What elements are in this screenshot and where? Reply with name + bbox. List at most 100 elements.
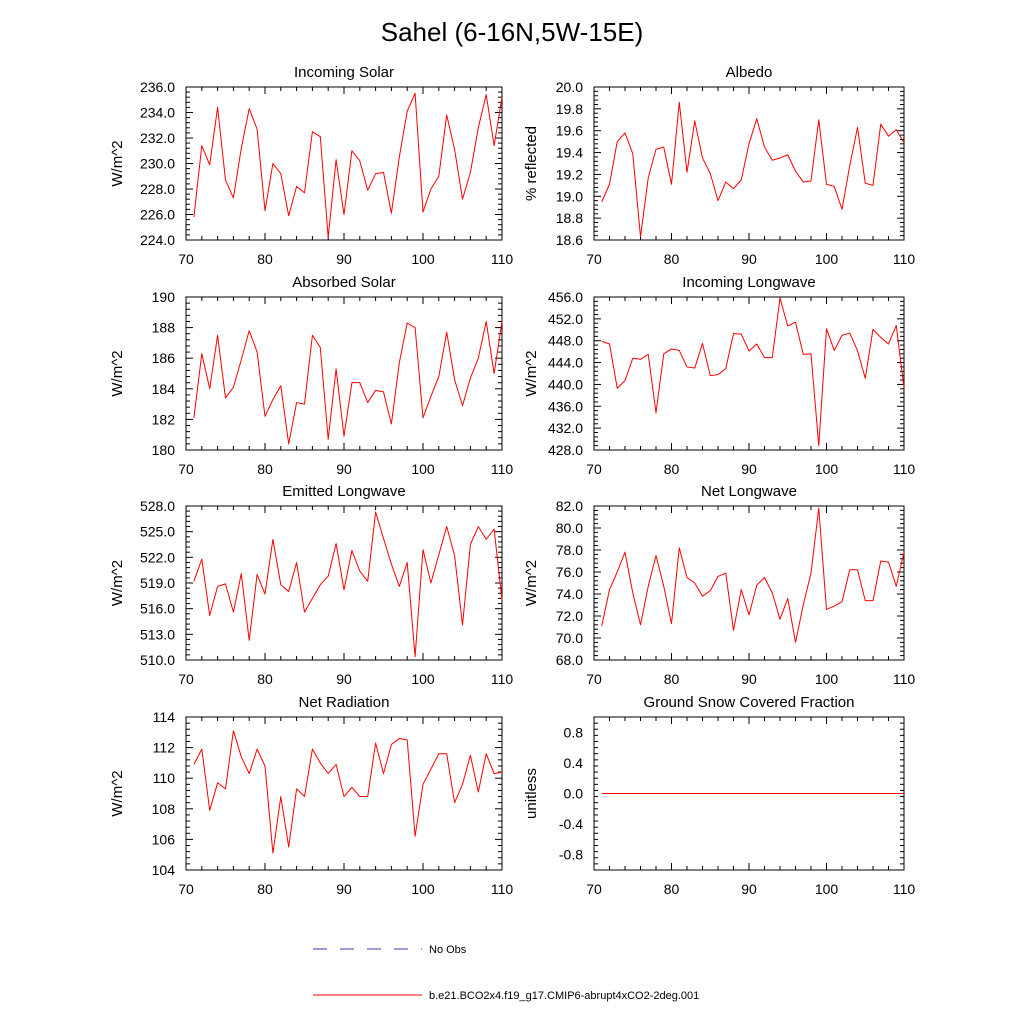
y-tick-label: 18.6 <box>556 232 583 248</box>
y-tick-label: 452.0 <box>548 311 583 327</box>
x-tick-label: 90 <box>741 881 757 897</box>
x-tick-label: 90 <box>336 881 352 897</box>
y-tick-label: 186 <box>152 350 176 366</box>
x-tick-label: 80 <box>257 881 273 897</box>
legend-item-obs: No Obs <box>313 944 467 956</box>
y-tick-label: 110 <box>153 770 176 786</box>
y-axis-label: % reflected <box>523 126 540 201</box>
y-tick-label: 108 <box>152 801 176 817</box>
y-tick-label: 456.0 <box>548 289 583 305</box>
y-tick-label: 522.0 <box>140 549 175 565</box>
panel-title: Albedo <box>726 64 773 81</box>
y-axis-label: W/m^2 <box>109 350 126 396</box>
y-tick-label: 19.8 <box>556 101 583 117</box>
y-tick-label: 432.0 <box>548 420 583 436</box>
y-tick-label: 444.0 <box>548 355 583 371</box>
panel-title: Emitted Longwave <box>282 483 405 500</box>
plot-frame <box>593 86 905 241</box>
panel-net-longwave: Net Longwave 70 80 90 100 110 68.0 70.0 72.0 74.0… <box>523 483 915 687</box>
x-tick-label: 70 <box>178 671 194 687</box>
series-line-model <box>601 297 905 447</box>
x-tick-label: 110 <box>491 461 514 477</box>
y-tick-label: 428.0 <box>548 442 583 458</box>
x-tick-label: 110 <box>893 881 916 897</box>
y-axis-label: W/m^2 <box>109 770 126 816</box>
y-tick-label: 19.4 <box>556 145 583 161</box>
x-tick-label: 90 <box>741 251 757 267</box>
y-tick-label: 224.0 <box>140 232 175 248</box>
y-axis-label: W/m^2 <box>523 350 540 396</box>
y-tick-label: 516.0 <box>140 601 175 617</box>
y-tick-label: 436.0 <box>548 398 583 414</box>
x-tick-label: 80 <box>664 671 680 687</box>
y-tick-label: 190 <box>152 289 176 305</box>
x-tick-label: 80 <box>664 251 680 267</box>
y-tick-label: 234.0 <box>140 105 175 121</box>
x-tick-label: 110 <box>491 671 514 687</box>
panel-absorbed-solar: Absorbed Solar 70 80 90 100 110 180 182 184 186 18… <box>109 274 513 477</box>
y-tick-label: 510.0 <box>140 652 175 668</box>
legend-item-model: b.e21.BCO2x4.f19_g17.CMIP6-abrupt4xCO2-2… <box>313 990 699 1002</box>
y-tick-label: 228.0 <box>140 181 175 197</box>
x-tick-label: 100 <box>411 251 435 267</box>
y-tick-label: 513.0 <box>140 626 175 642</box>
x-tick-label: 100 <box>815 461 839 477</box>
plot-frame <box>593 296 905 451</box>
plot-frame <box>593 505 905 661</box>
x-tick-label: 100 <box>815 671 839 687</box>
legend-label-model: b.e21.BCO2x4.f19_g17.CMIP6-abrupt4xCO2-2… <box>429 990 699 1002</box>
y-tick-label: 230.0 <box>140 156 175 172</box>
y-tick-label: 226.0 <box>140 207 175 223</box>
y-tick-label: 232.0 <box>140 130 175 146</box>
x-tick-label: 100 <box>411 671 435 687</box>
series-line-model <box>193 511 503 658</box>
y-tick-label: 236.0 <box>140 79 175 95</box>
x-tick-label: 80 <box>257 461 273 477</box>
y-tick-label: 188 <box>152 320 176 336</box>
panel-incoming-solar: Incoming Solar 70 80 90 100 110 224.0 226.0 228.… <box>109 64 513 267</box>
y-tick-label: 80.0 <box>556 520 583 536</box>
x-tick-label: 90 <box>336 461 352 477</box>
panel-incoming-longwave: Incoming Longwave 70 80 90 100 110 428.0 432.0 4… <box>523 274 915 477</box>
plot-frame <box>185 86 503 241</box>
series-line-model <box>193 320 503 445</box>
y-tick-label: 0.4 <box>564 755 584 771</box>
x-tick-label: 100 <box>815 881 839 897</box>
y-tick-label: 182 <box>152 411 176 427</box>
x-tick-label: 110 <box>491 251 514 267</box>
panel-title: Absorbed Solar <box>292 274 395 291</box>
y-tick-label: 18.8 <box>556 210 583 226</box>
y-tick-label: 74.0 <box>556 586 583 602</box>
y-tick-label: 72.0 <box>556 608 583 624</box>
x-tick-label: 70 <box>586 881 602 897</box>
x-tick-label: 80 <box>257 671 273 687</box>
panel-net-radiation: Net Radiation 70 80 90 100 110 104 106 108 110 112… <box>109 694 513 897</box>
plot-frame <box>185 716 503 871</box>
x-tick-label: 110 <box>893 671 916 687</box>
panel-title: Net Radiation <box>299 694 390 711</box>
x-tick-label: 70 <box>586 461 602 477</box>
y-tick-label: 440.0 <box>548 376 583 392</box>
series-line-model <box>193 730 503 854</box>
legend-label-obs: No Obs <box>429 944 467 956</box>
y-tick-label: 70.0 <box>556 630 583 646</box>
series-line-model <box>601 507 905 643</box>
y-tick-label: 82.0 <box>556 498 583 514</box>
x-tick-label: 80 <box>664 461 680 477</box>
x-tick-label: 90 <box>336 671 352 687</box>
x-tick-label: 110 <box>893 251 916 267</box>
y-axis-label: W/m^2 <box>523 560 540 606</box>
x-tick-label: 90 <box>741 671 757 687</box>
plot-frame <box>185 296 503 451</box>
legend: No Obs b.e21.BCO2x4.f19_g17.CMIP6-abrupt… <box>313 944 699 1002</box>
y-tick-label: 519.0 <box>140 575 175 591</box>
y-tick-label: 448.0 <box>548 333 583 349</box>
plot-frame <box>185 505 503 661</box>
x-tick-label: 70 <box>178 881 194 897</box>
y-tick-label: 114 <box>153 709 176 725</box>
y-tick-label: 528.0 <box>140 498 175 514</box>
x-tick-label: 100 <box>411 881 435 897</box>
x-tick-label: 80 <box>664 881 680 897</box>
x-tick-label: 100 <box>815 251 839 267</box>
